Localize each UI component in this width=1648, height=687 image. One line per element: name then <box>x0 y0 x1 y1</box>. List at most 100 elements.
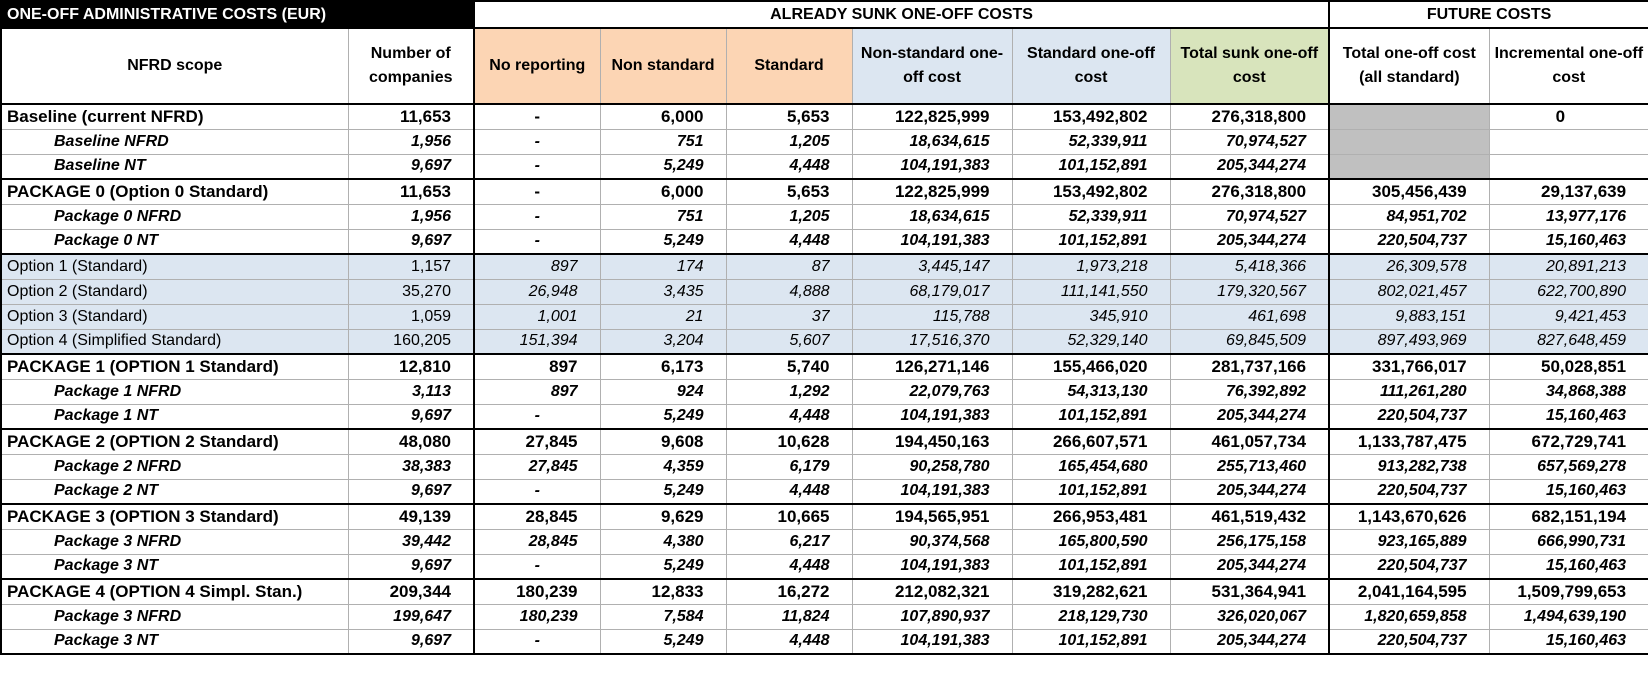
table-row: PACKAGE 0 (Option 0 Standard) 11,653-6,00… <box>0 178 1648 205</box>
row-label: Package 3 NT <box>0 628 349 655</box>
cell: 165,454,680 <box>1011 453 1171 480</box>
cell: 26,948 <box>473 278 601 305</box>
cell: 9,883,151 <box>1328 303 1490 330</box>
cell: 1,133,787,475 <box>1328 428 1490 455</box>
cell: 104,191,383 <box>851 153 1013 180</box>
column-header: NFRD scope <box>0 27 349 105</box>
column-header: Number of companies <box>347 27 475 105</box>
cell: 28,845 <box>473 528 601 555</box>
cell: 4,448 <box>725 478 853 505</box>
cell: 3,113 <box>347 378 475 405</box>
cell: 17,516,370 <box>851 328 1013 355</box>
cell: 205,344,274 <box>1169 403 1330 430</box>
cell: 4,380 <box>599 528 727 555</box>
cell: 90,258,780 <box>851 453 1013 480</box>
cell: 104,191,383 <box>851 403 1013 430</box>
cell: 107,890,937 <box>851 603 1013 630</box>
cell: 18,634,615 <box>851 128 1013 155</box>
cell: 151,394 <box>473 328 601 355</box>
cell: 52,339,911 <box>1011 203 1171 230</box>
group-header: ALREADY SUNK ONE-OFF COSTS <box>473 0 1330 29</box>
cell: 4,448 <box>725 153 853 180</box>
cell: 18,634,615 <box>851 203 1013 230</box>
column-header: Standard one-off cost <box>1011 27 1171 105</box>
cell: 4,359 <box>599 453 727 480</box>
cell: 281,737,166 <box>1169 353 1330 380</box>
cell: 1,494,639,190 <box>1488 603 1648 630</box>
cell: 52,339,911 <box>1011 128 1171 155</box>
group-header: FUTURE COSTS <box>1328 0 1648 29</box>
row-label: PACKAGE 2 (OPTION 2 Standard) <box>0 428 349 455</box>
cell: 15,160,463 <box>1488 553 1648 580</box>
cell: 205,344,274 <box>1169 553 1330 580</box>
cell: 4,448 <box>725 628 853 655</box>
cell: 34,868,388 <box>1488 378 1648 405</box>
cell: 4,448 <box>725 553 853 580</box>
cell: - <box>473 553 601 580</box>
cell <box>1488 153 1648 180</box>
cell: 1,157 <box>347 253 475 280</box>
cell: 111,261,280 <box>1328 378 1490 405</box>
cell: 15,160,463 <box>1488 403 1648 430</box>
cell: 923,165,889 <box>1328 528 1490 555</box>
row-label: Option 3 (Standard) <box>0 303 349 330</box>
row-label: Package 3 NFRD <box>0 528 349 555</box>
cell: 531,364,941 <box>1169 578 1330 605</box>
table-row: Package 1 NT 9,697-5,249 4,448 104,191,383 1… <box>0 403 1648 430</box>
column-header: Total sunk one-off cost <box>1169 27 1330 105</box>
cell: 205,344,274 <box>1169 628 1330 655</box>
cell: 122,825,999 <box>851 103 1013 130</box>
cell: 924 <box>599 378 727 405</box>
cell: 205,344,274 <box>1169 478 1330 505</box>
cell: 666,990,731 <box>1488 528 1648 555</box>
column-header: No reporting <box>473 27 601 105</box>
cell: 54,313,130 <box>1011 378 1171 405</box>
cell: 5,249 <box>599 628 727 655</box>
table-row: Option 3 (Standard) 1,059 1,001 21 37 115,788… <box>0 303 1648 330</box>
cell: 220,504,737 <box>1328 403 1490 430</box>
table-row: PACKAGE 3 (OPTION 3 Standard) 49,139 28,84… <box>0 503 1648 530</box>
cell: 49,139 <box>347 503 475 530</box>
row-label: Package 0 NFRD <box>0 203 349 230</box>
cell: 672,729,741 <box>1488 428 1648 455</box>
cell: 1,292 <box>725 378 853 405</box>
cell: 11,653 <box>347 178 475 205</box>
cell: 52,329,140 <box>1011 328 1171 355</box>
cell <box>1328 103 1490 130</box>
cell: 6,000 <box>599 178 727 205</box>
table-row: Package 2 NFRD 38,383 27,845 4,359 6,179 90,2… <box>0 453 1648 480</box>
cell: - <box>473 628 601 655</box>
cost-table: ONE-OFF ADMINISTRATIVE COSTS (EUR) ALREA… <box>0 0 1648 655</box>
cell: 101,152,891 <box>1011 478 1171 505</box>
cell: 194,450,163 <box>851 428 1013 455</box>
cell: 220,504,737 <box>1328 478 1490 505</box>
cell: 802,021,457 <box>1328 278 1490 305</box>
cell: 104,191,383 <box>851 478 1013 505</box>
cell: 11,824 <box>725 603 853 630</box>
cell: 10,665 <box>725 503 853 530</box>
cell: 27,845 <box>473 428 601 455</box>
row-label: Package 0 NT <box>0 228 349 255</box>
cell: 21 <box>599 303 727 330</box>
table-row: Package 3 NFRD 199,647 180,239 7,584 11,824 1… <box>0 603 1648 630</box>
cell: 5,249 <box>599 228 727 255</box>
cell: 682,151,194 <box>1488 503 1648 530</box>
cell: - <box>473 228 601 255</box>
cell: 13,977,176 <box>1488 203 1648 230</box>
column-header: Non standard <box>599 27 727 105</box>
cell: 9,697 <box>347 228 475 255</box>
cell: - <box>473 203 601 230</box>
cell: 22,079,763 <box>851 378 1013 405</box>
cell: 9,629 <box>599 503 727 530</box>
table-row: Package 3 NT 9,697-5,249 4,448 104,191,383 1… <box>0 628 1648 655</box>
cell: 11,653 <box>347 103 475 130</box>
row-label: Package 1 NT <box>0 403 349 430</box>
cell: 5,418,366 <box>1169 253 1330 280</box>
cell: 29,137,639 <box>1488 178 1648 205</box>
row-label: Option 1 (Standard) <box>0 253 349 280</box>
column-header: Incremental one-off cost <box>1488 27 1648 105</box>
cell: 104,191,383 <box>851 553 1013 580</box>
column-header: Total one-off cost (all standard) <box>1328 27 1490 105</box>
row-label: Option 4 (Simplified Standard) <box>0 328 349 355</box>
